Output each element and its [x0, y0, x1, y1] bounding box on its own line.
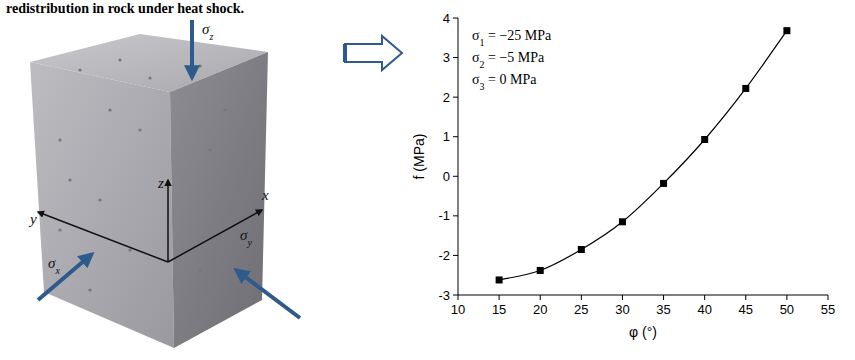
x-tick-label: 35: [656, 302, 670, 317]
x-tick-label: 55: [821, 302, 835, 317]
x-tick-label: 50: [780, 302, 794, 317]
y-tick-label: 4: [443, 11, 450, 26]
x-tick: [499, 295, 500, 300]
x-axis-line: [458, 295, 828, 296]
x-tick: [458, 295, 459, 300]
pore: [108, 108, 111, 111]
x-tick-label: 45: [739, 302, 753, 317]
y-tick-label: 1: [443, 129, 450, 144]
y-tick: [453, 136, 458, 137]
data-point: [619, 218, 626, 225]
data-point: [578, 246, 585, 253]
pore: [148, 76, 151, 79]
x-tick: [786, 295, 787, 300]
transition-arrow: [345, 36, 402, 70]
x-tick: [622, 295, 623, 300]
y-tick: [453, 176, 458, 177]
cube-left: [30, 62, 174, 348]
y-tick-label: 2: [443, 90, 450, 105]
pore: [98, 198, 101, 201]
photo-label: z: [157, 175, 164, 191]
axes: 10 15 20 25 30 35 40 45 50 55 -3 -2 -1 0 1 2 3 4 φ (°) f (M…: [411, 11, 835, 341]
x-axis-title: φ (°): [629, 324, 657, 340]
y-tick: [453, 97, 458, 98]
pore: [128, 248, 131, 251]
pore: [138, 128, 141, 131]
pore: [58, 138, 61, 141]
data-point: [660, 180, 667, 187]
x-tick-label: 30: [615, 302, 629, 317]
x-tick: [828, 295, 829, 300]
x-tick-label: 40: [697, 302, 711, 317]
y-tick: [453, 18, 458, 19]
pore: [198, 64, 201, 67]
pore: [118, 58, 121, 61]
data-point: [783, 27, 790, 34]
pore: [88, 288, 91, 291]
pore: [68, 178, 71, 181]
annotation: σ3 = 0 MPa: [472, 72, 537, 92]
annotation: σ2 = −5 MPa: [472, 50, 545, 70]
y-tick: [453, 215, 458, 216]
annotation: σ1 = −25 MPa: [472, 28, 552, 48]
photo-label: x: [261, 187, 269, 203]
arrow-sigma-x: [38, 254, 92, 300]
pore: [198, 268, 201, 271]
x-tick-label: 10: [451, 302, 465, 317]
y-tick-label: -1: [438, 208, 450, 223]
x-tick-label: 25: [574, 302, 588, 317]
y-tick: [453, 255, 458, 256]
photo-label: y: [28, 211, 37, 227]
caption: redistribution in rock under heat shock.: [6, 1, 244, 16]
axis-x: [168, 210, 262, 262]
plot-area: [496, 27, 791, 283]
photo-label: σz: [202, 21, 213, 42]
data-point: [742, 85, 749, 92]
y-tick: [453, 295, 458, 296]
y-tick-label: -3: [438, 288, 450, 303]
x-tick: [540, 295, 541, 300]
x-tick-label: 15: [492, 302, 506, 317]
photo-label: σx: [48, 255, 60, 276]
x-tick: [745, 295, 746, 300]
y-tick-label: 0: [443, 169, 450, 184]
data-point: [537, 267, 544, 274]
cube-right: [170, 52, 268, 348]
series-line: [499, 31, 787, 280]
x-tick: [704, 295, 705, 300]
pore: [58, 228, 61, 231]
pore: [78, 68, 81, 71]
x-tick-label: 20: [533, 302, 547, 317]
pore: [208, 148, 211, 151]
pore: [223, 108, 226, 111]
y-tick: [453, 57, 458, 58]
y-axis-title: f (MPa): [411, 134, 427, 180]
data-point: [496, 276, 503, 283]
data-point: [701, 136, 708, 143]
photo-label: σy: [240, 227, 252, 248]
rock-photo: σz σx σy x y z: [28, 20, 300, 348]
figure: redistribution in rock under heat shock.…: [0, 0, 855, 360]
arrow-sigma-y: [236, 270, 300, 318]
axis-z: [167, 180, 169, 262]
y-axis-line: [458, 18, 459, 295]
axis-y: [38, 212, 168, 262]
transition-arrow-bar: [343, 44, 347, 62]
y-tick-label: 3: [443, 50, 450, 65]
x-tick: [663, 295, 664, 300]
arrow-sigma-z: [190, 20, 194, 78]
y-tick-label: -2: [438, 248, 450, 263]
x-tick: [581, 295, 582, 300]
